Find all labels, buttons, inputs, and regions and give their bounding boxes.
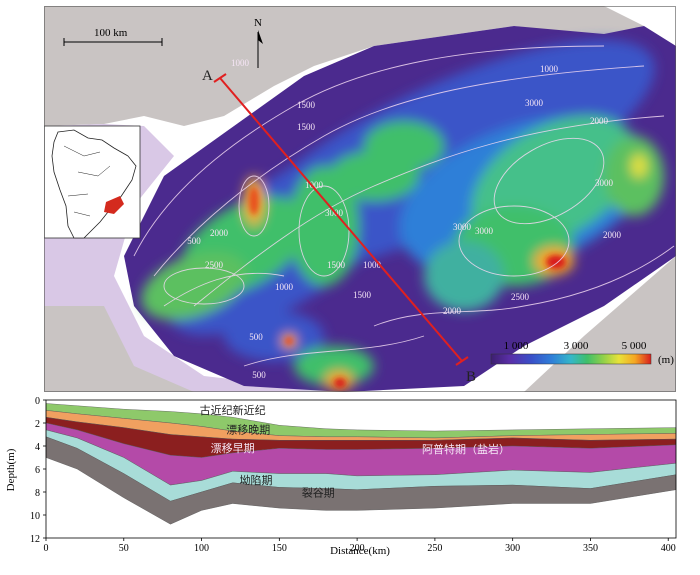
study-area-highlight [104, 196, 124, 214]
legend-tick-3000: 3 000 [564, 340, 589, 352]
hotspots [249, 187, 566, 388]
section-layers [45, 403, 677, 525]
y-tick-label: 6 [35, 465, 40, 476]
section-corner-label-right: B [668, 392, 674, 393]
contour-lines [133, 45, 675, 367]
contour-label: 3000 [453, 222, 472, 232]
legend-unit: (m) [658, 354, 674, 366]
x-tick-label: 350 [583, 543, 598, 554]
x-tick-label: 0 [44, 543, 49, 554]
y-tick-label: 12 [30, 534, 40, 545]
contour-label: 1500 [297, 122, 316, 132]
contour-label: 500 [249, 332, 263, 342]
profile-label-b: B [466, 369, 476, 385]
x-axis-label: Distance(km) [330, 545, 390, 557]
scale-bar-label: 100 km [94, 27, 128, 39]
south-america-outline [51, 129, 137, 239]
contour-label: 1000 [363, 260, 382, 270]
layer-label-sag: 坳陷期 [240, 473, 273, 487]
y-tick-label: 4 [35, 442, 40, 453]
legend-tick-1000: 1 000 [504, 340, 529, 352]
contour-label: 2000 [603, 230, 622, 240]
contour-label: 1000 [275, 282, 294, 292]
contour-label: 1500 [327, 260, 346, 270]
contour-label: 1500 [297, 100, 316, 110]
x-tick-label: 400 [661, 543, 676, 554]
north-label: N [254, 17, 262, 29]
contour-label: 3000 [525, 98, 544, 108]
contour-label: 2500 [205, 260, 224, 270]
legend: 1 000 3 000 5 000 (m) [490, 340, 674, 366]
contour-label: 3000 [475, 226, 494, 236]
map-svg: 1500100050010001500200025003000300030002… [44, 6, 676, 392]
contour-label: 1000 [540, 64, 559, 74]
y-tick-label: 8 [35, 488, 40, 499]
x-tick-label: 150 [272, 543, 287, 554]
no-data-region-lower [44, 306, 194, 392]
x-tick-label: 100 [194, 543, 209, 554]
section-axes: 0 2 4 6 8 10 12 0 50 100 150 200 250 300 350 400 [30, 396, 677, 554]
y-axis-label: Depth(m) [5, 448, 17, 491]
north-arrow-icon: N [254, 17, 263, 68]
contour-label: 1500 [353, 290, 372, 300]
contour-label: 2500 [511, 292, 530, 302]
thickness-field [141, 39, 664, 391]
x-tick-label: 250 [427, 543, 442, 554]
profile-line: A B [202, 68, 476, 385]
no-data-region [44, 6, 644, 126]
y-tick-label: 0 [35, 396, 40, 407]
contour-label: 1000 [305, 180, 324, 190]
layer-label-late_drift: 漂移晚期 [226, 423, 270, 436]
contour-label: 2000 [210, 228, 229, 238]
contour-label: 500 [187, 236, 201, 246]
y-tick-label: 2 [35, 419, 40, 430]
layer-label-rift: 裂谷期 [302, 487, 335, 500]
x-tick-label: 300 [505, 543, 520, 554]
layer-label-paleogene_neogene: 古近纪新近纪 [200, 403, 266, 417]
x-tick-label: 50 [119, 543, 129, 554]
y-tick-label: 10 [30, 511, 40, 522]
legend-tick-5000: 5 000 [622, 340, 647, 352]
contour-label: 1000 [231, 58, 250, 68]
profile-label-a: A [202, 68, 213, 84]
layer-label-early_drift: 漂移早期 [211, 442, 255, 455]
x-tick-label: 200 [350, 543, 365, 554]
thickness-map: 1500 1000 500 1000 1500 2000 2500 3000 3000 3000 2… [44, 6, 676, 392]
layer-label-aptian_salt: 阿普特期（盐岩） [422, 442, 510, 456]
inset-map [44, 125, 141, 239]
contour-label: 500 [252, 370, 266, 380]
scale-bar: 100 km [63, 27, 163, 46]
contour-label: 2000 [443, 306, 462, 316]
contour-label: 2000 [590, 116, 609, 126]
legend-colorbar [490, 353, 652, 365]
section-corner-label-left: A [45, 392, 53, 393]
contour-label: 3000 [595, 178, 614, 188]
